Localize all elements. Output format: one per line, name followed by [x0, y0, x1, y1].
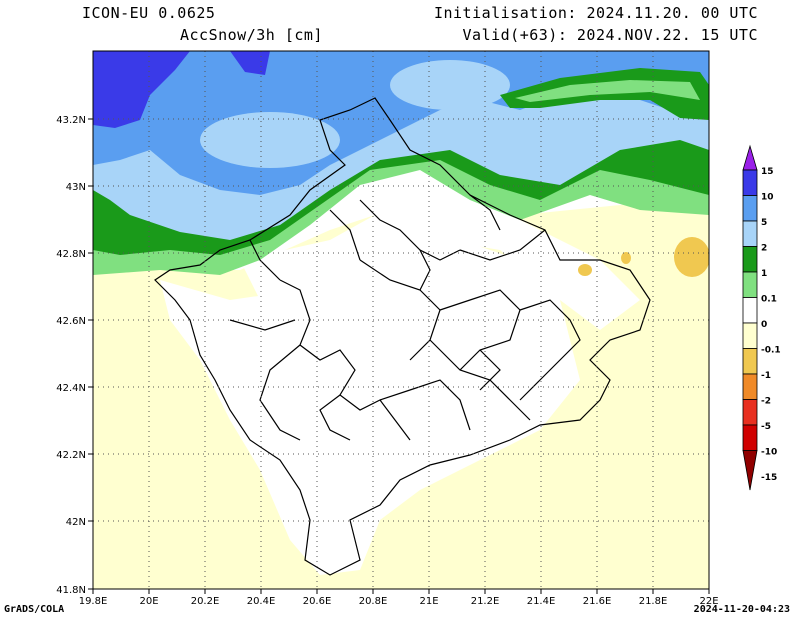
- lon-label: 20.2E: [191, 596, 220, 607]
- lat-label: 43.2N: [56, 115, 86, 126]
- colorbar: 15 10 5 2 1 0.1 0 -0.1 -1 -2 -5 -10 -15: [742, 144, 781, 491]
- lon-label: 20.6E: [303, 596, 332, 607]
- colorbar-cell: [742, 424, 758, 451]
- colorbar-label: 5: [761, 218, 767, 228]
- lat-labels: 41.8N 42N 42.2N 42.4N 42.6N 42.8N 43N 43…: [56, 115, 86, 596]
- colorbar-label: 2: [761, 244, 767, 254]
- lat-label: 42.2N: [56, 450, 86, 461]
- colorbar-label: -10: [761, 448, 777, 458]
- colorbar-cell: [742, 373, 758, 400]
- colorbar-label: 15: [761, 167, 774, 177]
- colorbar-cell: [742, 297, 758, 324]
- admin-boundaries: [154, 97, 651, 576]
- colorbar-label: -2: [761, 397, 771, 407]
- colorbar-label: -1: [761, 371, 771, 381]
- colorbar-label: -15: [761, 473, 777, 483]
- lat-label: 41.8N: [56, 585, 86, 596]
- lon-label: 21.8E: [639, 596, 668, 607]
- colorbar-label: 1: [761, 269, 767, 279]
- lon-label: 20.4E: [247, 596, 276, 607]
- tick-marks: [88, 118, 710, 594]
- model-title: ICON-EU 0.0625: [82, 4, 216, 22]
- footer-software: GrADS/COLA: [4, 604, 65, 615]
- initialisation-time: Initialisation: 2024.11.20. 00 UTC: [433, 4, 758, 22]
- colorbar-bottom-arrow: [742, 450, 758, 491]
- field-title: AccSnow/3h [cm]: [180, 26, 323, 44]
- lon-labels: 19.8E 20E 20.2E 20.4E 20.6E 20.8E 21E 21…: [79, 596, 719, 607]
- lat-label: 42.8N: [56, 249, 86, 260]
- valid-time: Valid(+63): 2024.NOV.22. 15 UTC: [462, 26, 758, 44]
- colorbar-cell: [742, 169, 758, 196]
- colorbar-cell: [742, 322, 758, 349]
- colorbar-cell: [742, 195, 758, 222]
- colorbar-label: 10: [761, 193, 774, 203]
- colorbar-label: 0.1: [761, 295, 777, 305]
- lon-label: 21.2E: [471, 596, 500, 607]
- lon-label: 19.8E: [79, 596, 108, 607]
- lon-label: 21.4E: [527, 596, 556, 607]
- colorbar-label: -5: [761, 422, 771, 432]
- colorbar-top-arrow: [742, 144, 758, 171]
- lon-label: 20E: [139, 596, 158, 607]
- colorbar-cell: [742, 399, 758, 426]
- lon-label: 20.8E: [359, 596, 388, 607]
- precip-fill: [93, 51, 709, 589]
- colorbar-label: 0: [761, 320, 767, 330]
- colorbar-cell: [742, 348, 758, 375]
- footer-timestamp: 2024-11-20-04:23: [693, 604, 790, 615]
- colorbar-label: -0.1: [761, 346, 781, 356]
- lon-label: 22E: [699, 596, 718, 607]
- colorbar-cell: [742, 271, 758, 298]
- lat-label: 42.6N: [56, 316, 86, 327]
- lon-label: 21E: [419, 596, 438, 607]
- lat-label: 42N: [66, 517, 86, 528]
- lon-label: 21.6E: [583, 596, 612, 607]
- colorbar-cell: [742, 220, 758, 247]
- lat-label: 43N: [66, 182, 86, 193]
- lat-label: 42.4N: [56, 383, 86, 394]
- colorbar-cell: [742, 246, 758, 273]
